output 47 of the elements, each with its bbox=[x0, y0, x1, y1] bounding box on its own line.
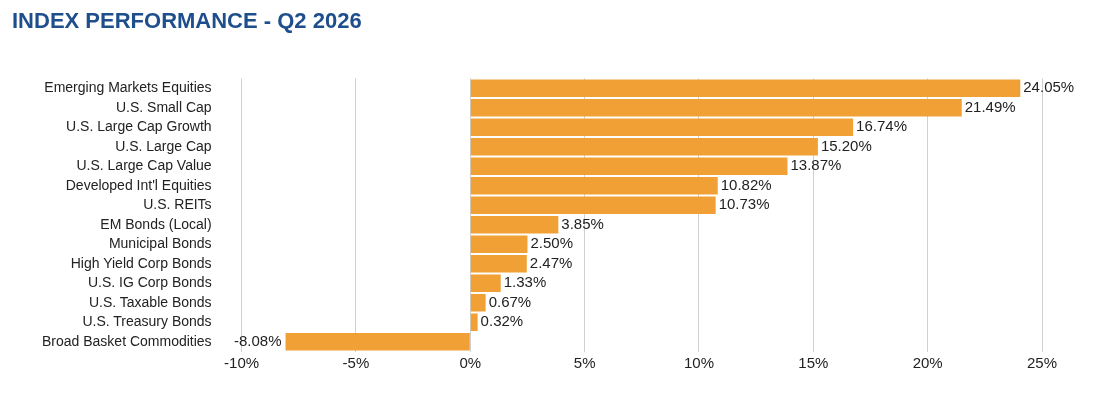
y-tick-label: High Yield Corp Bonds bbox=[70, 254, 212, 271]
bar bbox=[470, 255, 527, 273]
data-label: 2.50% bbox=[530, 234, 574, 252]
x-tick-label: -5% bbox=[342, 353, 370, 371]
bar bbox=[470, 137, 818, 156]
bar bbox=[470, 98, 962, 117]
chart-title: INDEX PERFORMANCE - Q2 2026 bbox=[12, 8, 363, 34]
x-tick-label: 25% bbox=[1026, 353, 1058, 371]
y-tick-label: Municipal Bonds bbox=[108, 235, 212, 252]
bar bbox=[470, 118, 854, 136]
data-label: 2.47% bbox=[529, 253, 573, 271]
y-tick-label: U.S. Treasury Bonds bbox=[82, 313, 212, 330]
y-tick-label: Emerging Markets Equities bbox=[44, 79, 212, 96]
y-tick-label: Broad Basket Commodities bbox=[41, 332, 212, 349]
x-tick-label: -10% bbox=[224, 353, 260, 371]
y-tick-label: U.S. Small Cap bbox=[115, 98, 212, 115]
y-tick-label: Developed Int'l Equities bbox=[65, 176, 212, 193]
bar bbox=[470, 157, 788, 175]
y-tick-label: U.S. Large Cap Value bbox=[76, 157, 212, 174]
data-label: 13.87% bbox=[790, 156, 842, 174]
bar bbox=[470, 294, 486, 312]
y-tick-label: U.S. Large Cap Growth bbox=[66, 118, 212, 135]
bar bbox=[470, 79, 1021, 97]
x-tick-label: 20% bbox=[912, 353, 943, 371]
data-label: 16.74% bbox=[856, 117, 907, 135]
data-label: 24.05% bbox=[1023, 78, 1075, 96]
data-label: 0.32% bbox=[480, 312, 524, 330]
bar bbox=[285, 333, 470, 351]
data-label: 15.20% bbox=[820, 136, 872, 154]
data-label: 3.85% bbox=[561, 214, 604, 232]
bar bbox=[470, 274, 501, 293]
y-tick-label: U.S. Taxable Bonds bbox=[88, 293, 212, 310]
y-tick-label: U.S. REITs bbox=[143, 196, 212, 213]
data-label: 10.82% bbox=[720, 175, 772, 193]
y-tick-label: U.S. IG Corp Bonds bbox=[87, 274, 212, 291]
data-label: 10.73% bbox=[718, 195, 770, 213]
data-label: -8.08% bbox=[234, 331, 282, 349]
data-label: 1.33% bbox=[503, 273, 547, 291]
y-tick-label: U.S. Large Cap bbox=[115, 137, 212, 154]
x-tick-label: 0% bbox=[459, 353, 482, 371]
x-tick-label: 5% bbox=[573, 353, 596, 371]
data-label: 0.67% bbox=[488, 292, 532, 310]
data-label: 21.49% bbox=[964, 97, 1016, 115]
x-tick-label: 15% bbox=[798, 353, 829, 371]
x-tick-label: 10% bbox=[683, 353, 714, 371]
y-tick-label: EM Bonds (Local) bbox=[100, 215, 212, 232]
bar bbox=[470, 313, 478, 332]
